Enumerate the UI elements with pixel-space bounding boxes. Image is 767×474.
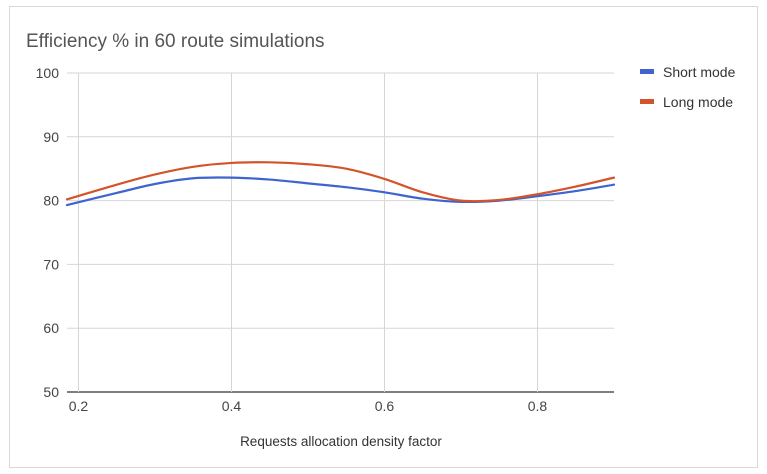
legend: Short mode Long mode bbox=[640, 64, 736, 110]
y-tick-label: 50 bbox=[43, 384, 59, 400]
legend-swatch-long-mode bbox=[640, 99, 654, 104]
series-line-short-mode bbox=[65, 176, 616, 207]
series-line-long-mode bbox=[65, 161, 616, 203]
y-tick-label: 80 bbox=[43, 193, 59, 209]
series-lines bbox=[65, 161, 616, 207]
y-tick-label: 60 bbox=[43, 320, 59, 336]
x-tick-label: 0.6 bbox=[375, 398, 395, 414]
gridlines bbox=[67, 72, 614, 393]
x-tick-label: 0.4 bbox=[222, 398, 242, 414]
x-tick-label: 0.2 bbox=[69, 398, 89, 414]
y-axis: 50 60 70 80 90 100 bbox=[36, 65, 60, 400]
chart-title: Efficiency % in 60 route simulations bbox=[26, 31, 325, 52]
legend-label-short-mode: Short mode bbox=[663, 64, 736, 80]
legend-swatch-short-mode bbox=[640, 69, 654, 74]
legend-label-long-mode: Long mode bbox=[663, 94, 733, 110]
chart-frame bbox=[9, 6, 758, 468]
y-tick-label: 70 bbox=[43, 256, 59, 272]
x-tick-label: 0.8 bbox=[528, 398, 548, 414]
x-axis-label: Requests allocation density factor bbox=[240, 434, 442, 449]
y-tick-label: 90 bbox=[43, 129, 59, 145]
y-tick-label: 100 bbox=[36, 65, 60, 81]
x-axis: 0.2 0.4 0.6 0.8 bbox=[69, 398, 548, 414]
